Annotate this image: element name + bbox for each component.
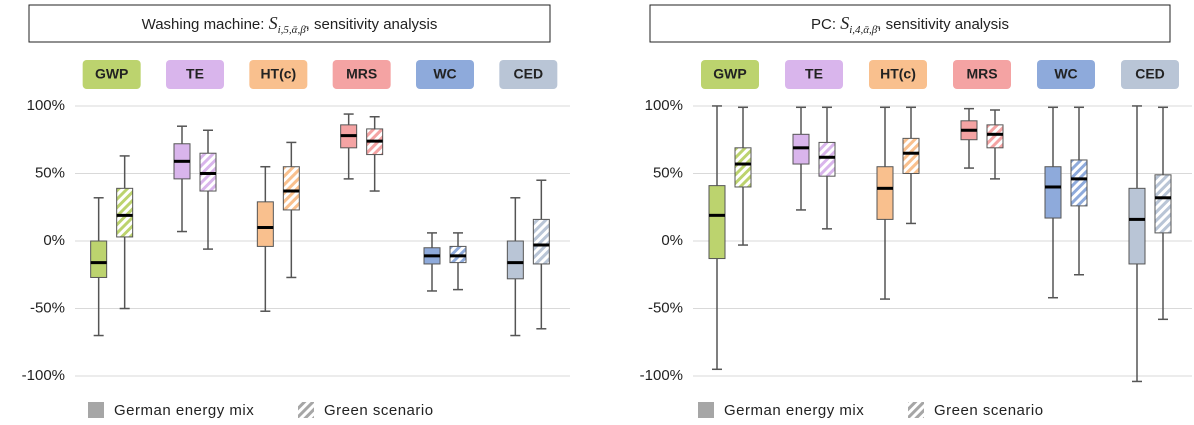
title-box [649, 4, 1171, 43]
category-label-box [82, 60, 141, 89]
category-label-box [953, 60, 1011, 89]
category-label: WC [433, 66, 456, 82]
category-label-box [332, 60, 391, 89]
box [708, 185, 726, 260]
y-tick-label: 100% [645, 97, 683, 114]
y-tick-label: -50% [648, 299, 683, 316]
legend-swatch [698, 402, 714, 418]
box [282, 166, 300, 211]
category-label: HT(c) [880, 66, 916, 82]
y-tick-label: -50% [30, 299, 65, 316]
legend-swatch [88, 402, 104, 418]
title-text: Washing machine: [142, 16, 269, 33]
title-suffix: , sensitivity analysis [877, 16, 1009, 33]
box [90, 240, 108, 278]
category-label-box [166, 60, 224, 89]
category-label-box [499, 60, 558, 89]
box [876, 166, 894, 220]
title-subscript: i,5,ᾱ,β̄ [278, 24, 309, 36]
category-label-box [785, 60, 843, 89]
box [1154, 174, 1172, 234]
title-box [28, 4, 551, 43]
box [532, 218, 550, 265]
legend-label: German energy mix [114, 402, 254, 419]
category-label-box [701, 60, 759, 89]
box [506, 240, 524, 280]
category-label: GWP [95, 66, 128, 82]
category-label-box [1121, 60, 1179, 89]
y-tick-label: 50% [35, 164, 65, 181]
box [1044, 166, 1062, 219]
category-label: MRS [346, 66, 377, 82]
category-label: CED [1135, 66, 1165, 82]
legend-swatch [908, 402, 924, 418]
y-tick-label: 50% [653, 164, 683, 181]
box [256, 201, 274, 247]
category-label-box [869, 60, 927, 89]
legend-swatch [298, 402, 314, 418]
box [986, 124, 1004, 149]
chart-title: Washing machine: Si,5,ᾱ,β̄, sensitivity … [142, 13, 438, 35]
y-tick-label: 0% [43, 232, 65, 249]
category-label: WC [1054, 66, 1077, 82]
category-label: HT(c) [260, 66, 296, 82]
y-tick-label: 0% [661, 232, 683, 249]
box [116, 187, 134, 238]
category-label: GWP [713, 66, 746, 82]
category-label-box [1037, 60, 1095, 89]
title-symbol: S [269, 13, 278, 33]
category-label: TE [805, 66, 823, 82]
y-tick-label: -100% [640, 367, 683, 384]
box [818, 141, 836, 177]
category-label-box [416, 60, 474, 89]
legend-label: German energy mix [724, 402, 864, 419]
box [1128, 187, 1146, 265]
title-suffix: , sensitivity analysis [306, 16, 438, 33]
y-tick-label: 100% [27, 97, 65, 114]
box [902, 137, 920, 174]
title-symbol: S [840, 13, 849, 33]
category-label: CED [514, 66, 544, 82]
legend-label: Green scenario [934, 402, 1044, 419]
category-label: MRS [966, 66, 997, 82]
box [1070, 159, 1088, 207]
category-label: TE [186, 66, 204, 82]
legend-label: Green scenario [324, 402, 434, 419]
category-label-box [249, 60, 308, 89]
title-text: PC: [811, 16, 840, 33]
box [734, 147, 752, 188]
title-subscript: i,4,ᾱ,β̄ [849, 24, 880, 36]
chart-title: PC: Si,4,ᾱ,β̄, sensitivity analysis [811, 13, 1009, 35]
y-tick-label: -100% [22, 367, 65, 384]
